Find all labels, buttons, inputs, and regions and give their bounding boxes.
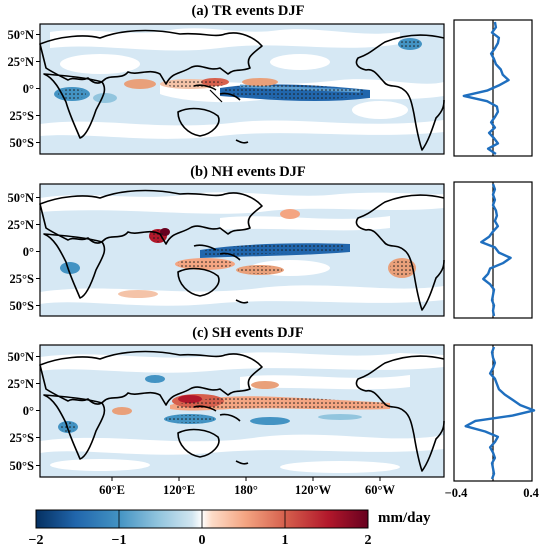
colorbar-tick-label: −2 bbox=[29, 533, 44, 547]
lat-tick-label: 50°S bbox=[10, 299, 34, 313]
zonal-profile-plot bbox=[453, 344, 536, 482]
lon-tick-label: 60°E bbox=[99, 483, 125, 497]
colorbar-unit-label: mm/day bbox=[378, 510, 431, 526]
panel-c: (c) SH events DJF bbox=[7, 325, 536, 482]
map-plot bbox=[39, 23, 445, 155]
profile-x-axis: −0.4 0.4 bbox=[445, 486, 540, 500]
colorbar-tick-label: 0 bbox=[199, 533, 206, 547]
coastlines bbox=[39, 350, 445, 472]
lat-tick-label: 25°S bbox=[10, 272, 34, 286]
colorbar-tick-label: 2 bbox=[365, 533, 372, 547]
colorbar: −2 −1 0 1 2 mm/day bbox=[29, 509, 431, 548]
lon-tick-label: 120°E bbox=[163, 483, 195, 497]
lat-tick-label: 25°S bbox=[10, 431, 34, 445]
lat-tick-label: 0° bbox=[23, 82, 34, 96]
lat-tick-label: 50°N bbox=[7, 350, 34, 364]
lon-tick-label: 180° bbox=[234, 483, 258, 497]
profile-tick-label: 0.4 bbox=[523, 486, 539, 500]
zonal-profile-plot bbox=[453, 181, 533, 319]
coastlines bbox=[39, 29, 445, 151]
lat-tick-label: 50°N bbox=[7, 28, 34, 42]
panel-a: (a) TR events DJF bbox=[7, 3, 533, 157]
lat-tick-label: 50°N bbox=[7, 191, 34, 205]
colorbar-tick-label: 1 bbox=[282, 533, 289, 547]
map-plot bbox=[39, 344, 445, 478]
profile-line bbox=[464, 346, 536, 480]
lat-axis: 50°N 25°N 0° 25°S 50°S bbox=[7, 191, 40, 313]
coastlines bbox=[39, 189, 445, 311]
lon-axis: 60°E 120°E 180° 120°W 60°W bbox=[99, 477, 395, 497]
colorbar-tick-label: −1 bbox=[112, 533, 127, 547]
lat-axis: 50°N 25°N 0° 25°S 50°S bbox=[7, 28, 40, 150]
panel-title: (b) NH events DJF bbox=[190, 164, 306, 180]
lat-tick-label: 50°S bbox=[10, 136, 34, 150]
lat-tick-label: 25°N bbox=[7, 377, 34, 391]
panel-b: (b) NH events DJF bbox=[7, 164, 533, 319]
profile-line bbox=[462, 21, 510, 155]
lon-tick-label: 120°W bbox=[295, 483, 332, 497]
anomaly-field bbox=[40, 28, 444, 139]
lat-tick-label: 0° bbox=[23, 245, 34, 259]
anomaly-field bbox=[40, 192, 444, 306]
zonal-profile-plot bbox=[453, 19, 533, 157]
lat-tick-label: 25°N bbox=[7, 218, 34, 232]
profile-tick-label: −0.4 bbox=[445, 486, 468, 500]
panel-title: (a) TR events DJF bbox=[192, 3, 305, 19]
panel-title: (c) SH events DJF bbox=[192, 325, 304, 341]
lon-tick-label: 60°W bbox=[365, 483, 395, 497]
anomaly-field bbox=[40, 352, 444, 473]
map-plot bbox=[39, 183, 445, 317]
lat-tick-label: 50°S bbox=[10, 459, 34, 473]
lat-axis: 50°N 25°N 0° 25°S 50°S bbox=[7, 350, 40, 473]
lat-tick-label: 25°S bbox=[10, 109, 34, 123]
lat-tick-label: 0° bbox=[23, 404, 34, 418]
profile-line bbox=[480, 183, 512, 317]
lat-tick-label: 25°N bbox=[7, 55, 34, 69]
